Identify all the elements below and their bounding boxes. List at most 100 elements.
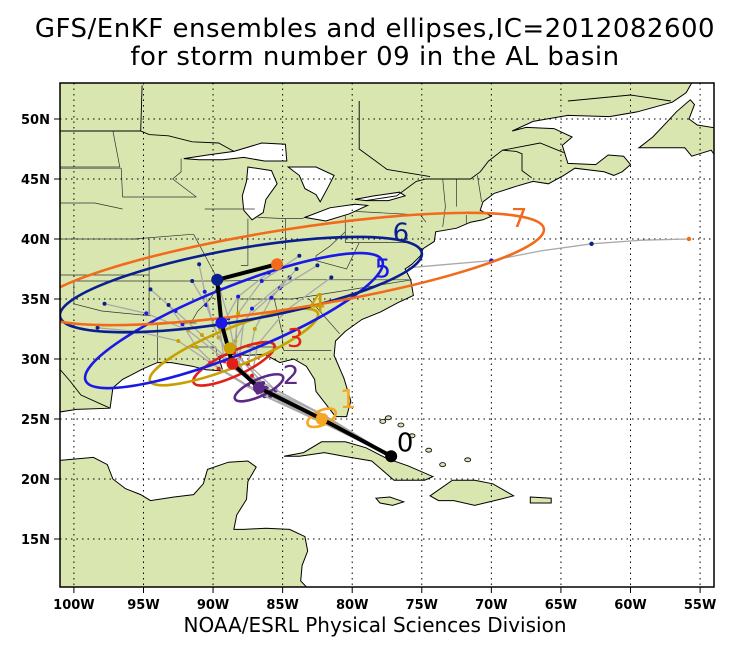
mean-track-point <box>215 317 228 329</box>
ensemble-point <box>236 311 241 316</box>
ensemble-point <box>144 311 149 316</box>
new-brunswick <box>502 142 564 154</box>
uncertainty-ellipse <box>233 372 285 403</box>
mean-track-point <box>385 450 398 463</box>
ensemble-point <box>259 279 264 283</box>
eastward-track <box>407 238 690 269</box>
ensemble-point <box>199 333 204 337</box>
state-border <box>60 202 123 210</box>
mean-track-point <box>271 258 284 271</box>
map-frame <box>59 82 715 588</box>
bahamas-island <box>408 433 416 439</box>
hispaniola-land <box>429 479 515 506</box>
state-border <box>60 130 121 168</box>
grid-layer <box>60 83 714 587</box>
uncertainty-ellipse <box>148 307 320 387</box>
mexico-central-america-land <box>60 456 309 587</box>
lat-tick-label: 20N <box>21 473 50 488</box>
ensemble-point <box>250 373 255 378</box>
lake-superior <box>183 142 288 162</box>
lon-tick-label: 95W <box>127 598 159 613</box>
lat-tick-label: 50N <box>21 113 50 128</box>
ensemble-point <box>190 279 195 283</box>
ontario-quebec <box>358 101 431 178</box>
ensemble-point <box>329 275 334 280</box>
ensemble-point <box>269 295 274 300</box>
forecast-day-label: 1 <box>340 385 357 415</box>
eastward-track-point <box>686 236 692 242</box>
mean-track-point <box>315 413 328 425</box>
eastward-track-point <box>589 241 594 246</box>
lon-tick-label: 90W <box>197 598 229 613</box>
mean-track-point <box>226 357 239 370</box>
ensemble-point <box>294 267 299 271</box>
state-border <box>442 178 446 228</box>
ensemble-point <box>252 327 257 331</box>
ensemble-point <box>202 289 207 294</box>
ensemble-point <box>148 287 153 292</box>
state-border <box>240 218 249 266</box>
title-line-1: GFS/EnKF ensembles and ellipses,IC=20120… <box>34 14 716 44</box>
ensemble-point <box>297 253 302 258</box>
cuba-land <box>283 441 435 481</box>
lat-tick-label: 35N <box>21 293 50 308</box>
state-border <box>292 279 413 300</box>
lon-tick-label: 60W <box>614 598 646 613</box>
bahamas-island <box>439 462 447 468</box>
lon-tick-label: 75W <box>406 598 438 613</box>
ensemble-point <box>176 339 181 343</box>
ensemble-point <box>236 294 241 299</box>
us-mexico-border <box>60 368 111 409</box>
ensemble-point <box>194 345 199 349</box>
lat-tick-label: 25N <box>21 413 50 428</box>
state-border <box>257 217 304 219</box>
ensemble-point <box>95 325 100 330</box>
ensemble-point <box>315 263 320 268</box>
jamaica-land <box>374 496 406 506</box>
state-border <box>172 158 197 198</box>
lake-huron <box>286 166 335 203</box>
lon-tick-label: 70W <box>475 598 507 613</box>
us-canada-border-east <box>366 149 532 202</box>
state-border <box>120 168 123 198</box>
lon-tick-label: 65W <box>545 598 577 613</box>
ensemble-point <box>197 262 202 267</box>
bahamas-island <box>464 457 472 463</box>
mean-track-point <box>252 381 265 394</box>
lon-tick-label: 85W <box>266 598 298 613</box>
credit-text: NOAA/ESRL Physical Sciences Division <box>183 613 567 637</box>
lat-tick-label: 45N <box>21 173 50 188</box>
state-border <box>246 298 283 348</box>
forecast-day-label: 7 <box>511 204 528 234</box>
uncertainty-ellipse <box>306 407 338 429</box>
lon-tick-label: 80W <box>336 598 368 613</box>
ensemble-point <box>216 366 221 371</box>
lat-tick-label: 15N <box>21 533 50 548</box>
lon-tick-label: 55W <box>684 598 716 613</box>
bahamas-island <box>379 418 387 424</box>
title-line-2: for storm number 09 in the AL basin <box>130 42 620 72</box>
forecast-day-label: 2 <box>283 361 300 391</box>
manitoba-ontario <box>140 85 143 132</box>
bahamas-island <box>397 422 405 428</box>
lake-michigan <box>241 166 278 221</box>
forecast-day-label: 0 <box>397 428 414 458</box>
forecast-day-label: 6 <box>393 218 410 248</box>
mean-track-point <box>223 342 236 355</box>
ensemble-point <box>250 306 255 311</box>
state-border <box>477 175 482 202</box>
newfoundland-land <box>637 99 714 157</box>
axis-ticks: 100W 95W 90W 85W 80W 75W 70W 65W 60W 55W 15N 20N 25N… <box>21 113 716 613</box>
forecast-day-label: 4 <box>309 289 326 319</box>
ensemble-point <box>166 303 171 307</box>
bahamas-island <box>384 415 392 421</box>
lon-tick-label: 100W <box>53 598 94 613</box>
lat-tick-label: 30N <box>21 353 50 368</box>
ensemble-point <box>102 301 107 306</box>
forecast-day-label: 3 <box>287 324 304 354</box>
bahamas-island <box>425 447 433 453</box>
forecast-day-label: 5 <box>375 254 392 284</box>
